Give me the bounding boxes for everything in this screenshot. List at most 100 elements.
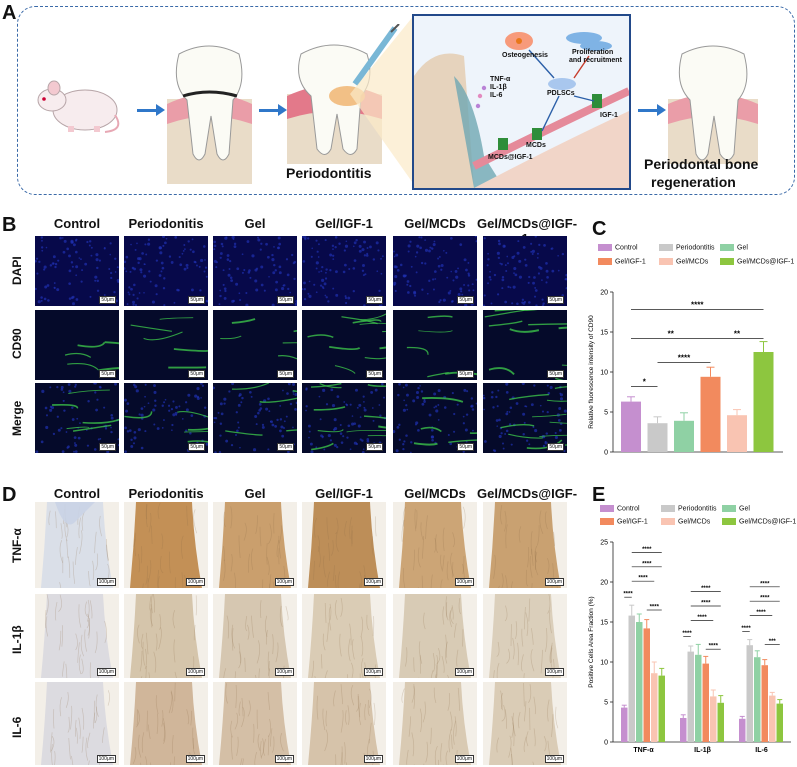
legend-swatch bbox=[720, 258, 734, 265]
scalebar: 50μm bbox=[366, 443, 383, 451]
x-category-label: IL-1β bbox=[694, 747, 711, 754]
legend-swatch bbox=[659, 258, 673, 265]
bar bbox=[746, 645, 753, 742]
y-tick-label: 25 bbox=[600, 540, 608, 547]
scalebar: 50μm bbox=[188, 370, 205, 378]
legend-label: Gel/MCDs bbox=[678, 518, 711, 526]
significance-label: **** bbox=[741, 626, 751, 632]
significance-label: **** bbox=[678, 353, 691, 362]
fluo-texture bbox=[305, 383, 386, 453]
scalebar: 100μm bbox=[454, 668, 474, 676]
ihc-image-0-1: 100μm bbox=[124, 502, 208, 588]
scalebar: 100μm bbox=[363, 668, 383, 676]
legend-swatch bbox=[720, 244, 734, 251]
ihc-texture bbox=[41, 682, 113, 765]
fluo-texture bbox=[483, 236, 567, 306]
significance-label: **** bbox=[638, 576, 648, 582]
flow-arrow-2 bbox=[259, 104, 287, 116]
legend-swatch bbox=[659, 244, 673, 251]
group-header-b-0: Control bbox=[53, 216, 101, 231]
mech-igf: IGF-1 bbox=[600, 112, 618, 119]
legend-c-2: Gel bbox=[720, 244, 748, 251]
bar bbox=[621, 707, 628, 742]
ihc-image-0-4: 100μm bbox=[393, 502, 477, 588]
legend-c-3: Gel/IGF-1 bbox=[598, 258, 646, 265]
legend-swatch bbox=[661, 518, 675, 525]
ihc-image-1-4: 100μm bbox=[393, 594, 477, 678]
scalebar: 100μm bbox=[544, 578, 564, 586]
fluo-image-2-0: 50μm bbox=[35, 383, 119, 453]
scalebar: 100μm bbox=[185, 668, 205, 676]
ihc-texture bbox=[489, 502, 561, 588]
legend-swatch bbox=[600, 518, 614, 525]
legend-c-1: Periodontitis bbox=[659, 244, 715, 251]
legend-c-4: Gel/MCDs bbox=[659, 258, 708, 265]
y-axis-label: Positive Cells Area Fraction (%) bbox=[588, 596, 595, 687]
fluo-image-0-0: 50μm bbox=[35, 236, 119, 306]
scalebar: 100μm bbox=[274, 578, 294, 586]
ihc-texture bbox=[489, 594, 561, 678]
scalebar: 100μm bbox=[363, 578, 383, 586]
ihc-image-2-2: 100μm bbox=[213, 682, 297, 765]
group-header-d-0: Control bbox=[53, 486, 101, 501]
scalebar: 50μm bbox=[99, 296, 116, 304]
y-tick-label: 0 bbox=[604, 740, 608, 747]
ihc-texture bbox=[308, 682, 380, 765]
significance-label: **** bbox=[682, 631, 692, 637]
bar bbox=[687, 651, 694, 742]
y-tick-label: 0 bbox=[604, 450, 608, 457]
fluo-row-label-0: DAPI bbox=[10, 256, 24, 286]
significance-label: **** bbox=[701, 601, 711, 607]
ihc-texture bbox=[399, 502, 471, 588]
y-tick-label: 20 bbox=[600, 290, 608, 297]
regeneration-label-2: regeneration bbox=[651, 174, 736, 190]
legend-swatch bbox=[722, 505, 736, 512]
fluo-image-2-3: 50μm bbox=[302, 383, 386, 453]
group-header-d-1: Periodonitis bbox=[128, 486, 204, 501]
bar bbox=[628, 615, 635, 742]
scalebar: 50μm bbox=[457, 296, 474, 304]
ihc-image-1-0: 100μm bbox=[35, 594, 119, 678]
significance-label: **** bbox=[642, 547, 652, 553]
fluo-texture bbox=[35, 383, 119, 453]
ihc-image-0-2: 100μm bbox=[213, 502, 297, 588]
fluo-image-0-5: 50μm bbox=[483, 236, 567, 306]
legend-swatch bbox=[722, 518, 736, 525]
regeneration-label-1: Periodontal bone bbox=[644, 156, 759, 172]
scalebar: 50μm bbox=[277, 370, 294, 378]
ihc-texture bbox=[130, 502, 202, 588]
legend-swatch bbox=[598, 244, 612, 251]
y-tick-label: 10 bbox=[600, 660, 608, 667]
flow-arrow-3 bbox=[638, 104, 666, 116]
legend-label: Periodontitis bbox=[678, 505, 717, 513]
scalebar: 100μm bbox=[454, 755, 474, 763]
legend-e-3: Gel/IGF-1 bbox=[600, 518, 648, 525]
bar bbox=[636, 622, 643, 742]
panel-c-label: C bbox=[592, 218, 607, 240]
y-axis-label: Relative fluorescence intensity of CD90 bbox=[588, 315, 595, 429]
fluo-texture bbox=[393, 236, 477, 306]
panel-e-label: E bbox=[592, 484, 606, 506]
ihc-image-0-0: 100μm bbox=[35, 502, 119, 588]
fluo-texture bbox=[393, 383, 477, 453]
legend-label: Gel/IGF-1 bbox=[617, 518, 648, 526]
fluo-texture bbox=[213, 383, 297, 453]
mechanism-illustration bbox=[414, 32, 629, 188]
mech-il1: IL-1β bbox=[490, 84, 507, 91]
bar bbox=[695, 654, 702, 742]
significance-label: **** bbox=[623, 592, 633, 598]
fluo-row-label-2: Merge bbox=[10, 400, 24, 436]
fluo-image-1-1: 50μm bbox=[124, 310, 208, 380]
bar bbox=[776, 703, 783, 742]
fluo-image-2-5: 50μm bbox=[483, 383, 567, 453]
bar bbox=[739, 718, 746, 742]
scalebar: 100μm bbox=[274, 668, 294, 676]
legend-label: Gel/IGF-1 bbox=[615, 258, 646, 266]
scalebar: 50μm bbox=[277, 443, 294, 451]
fluo-image-1-5: 50μm bbox=[483, 310, 567, 380]
fluo-image-0-4: 50μm bbox=[393, 236, 477, 306]
ihc-image-2-4: 100μm bbox=[393, 682, 477, 765]
significance-label: **** bbox=[697, 615, 707, 621]
fluo-texture bbox=[220, 318, 297, 360]
scalebar: 50μm bbox=[366, 296, 383, 304]
